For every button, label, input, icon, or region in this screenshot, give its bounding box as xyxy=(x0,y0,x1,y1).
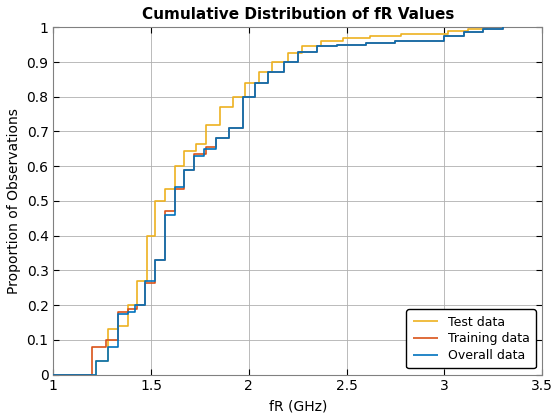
Test data xyxy=(181,148,188,153)
Overall data xyxy=(441,34,448,39)
Training data xyxy=(134,303,141,308)
Test data xyxy=(152,233,158,238)
Overall data xyxy=(132,303,139,308)
Line: Overall data: Overall data xyxy=(53,27,503,375)
Training data xyxy=(181,167,188,172)
Training data xyxy=(500,26,506,32)
Overall data xyxy=(500,25,506,30)
Test data xyxy=(134,278,141,284)
Training data xyxy=(114,310,121,315)
Training data xyxy=(500,25,506,30)
Test data xyxy=(484,25,491,30)
Legend: Test data, Training data, Overall data: Test data, Training data, Overall data xyxy=(407,310,536,368)
Test data xyxy=(500,25,506,30)
Overall data xyxy=(50,372,57,377)
X-axis label: fR (GHz): fR (GHz) xyxy=(269,399,327,413)
Title: Cumulative Distribution of fR Values: Cumulative Distribution of fR Values xyxy=(142,7,454,22)
Overall data xyxy=(114,311,121,316)
Test data xyxy=(445,28,451,33)
Overall data xyxy=(500,26,506,32)
Training data xyxy=(50,372,57,377)
Line: Test data: Test data xyxy=(53,27,503,375)
Overall data xyxy=(181,167,188,172)
Line: Training data: Training data xyxy=(53,27,503,375)
Training data xyxy=(441,34,448,39)
Test data xyxy=(114,323,121,328)
Test data xyxy=(50,372,57,377)
Training data xyxy=(152,280,158,285)
Test data xyxy=(500,25,506,30)
Y-axis label: Proportion of Observations: Proportion of Observations xyxy=(7,108,21,294)
Overall data xyxy=(152,278,158,284)
